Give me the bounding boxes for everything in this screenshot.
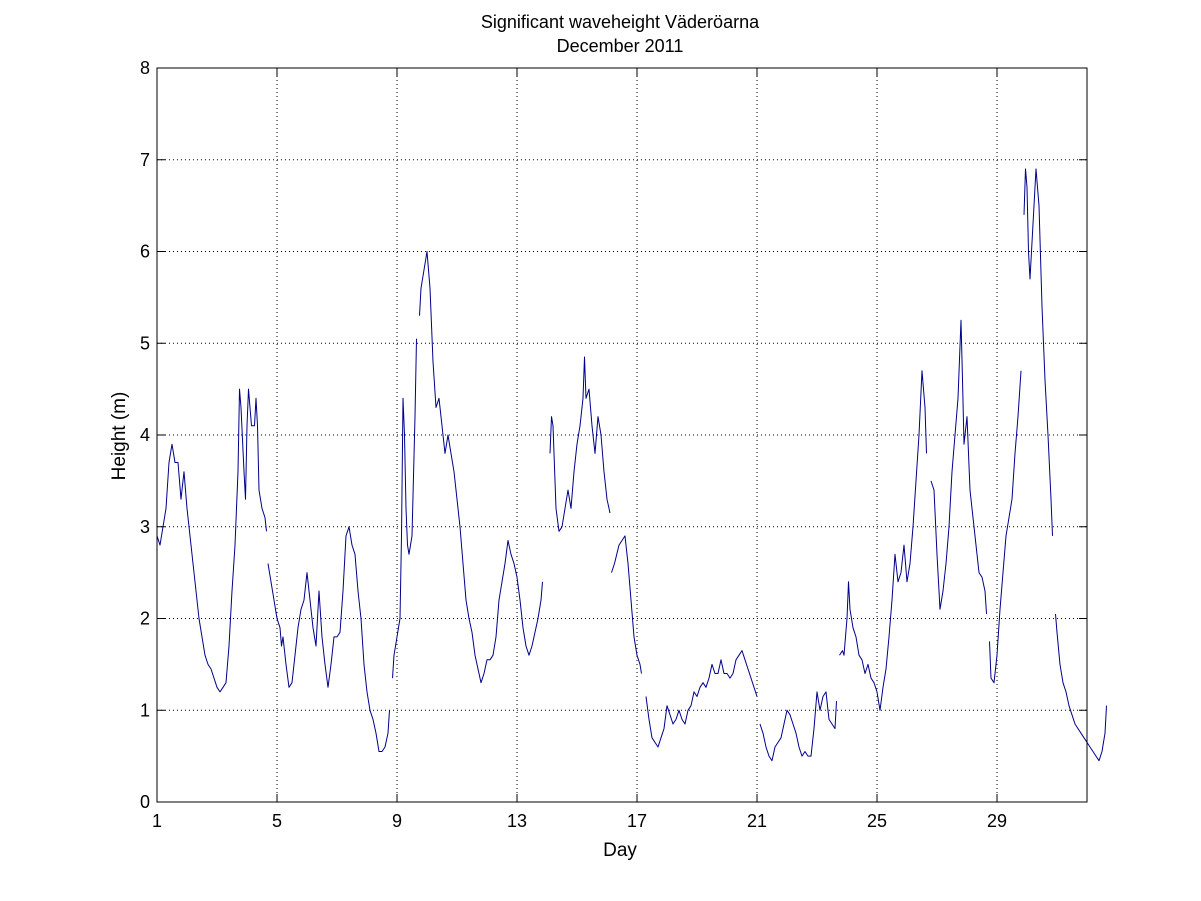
x-axis-label: Day	[603, 840, 637, 861]
series-line-segment	[419, 251, 543, 684]
series-line-segment	[1055, 613, 1107, 762]
x-tick-label: 21	[747, 811, 767, 831]
series-line-segment	[839, 370, 927, 711]
y-axis-label: Height (m)	[109, 392, 130, 481]
y-tick-label: 6	[140, 242, 150, 262]
series-line-segment	[645, 650, 758, 748]
series-line-segment	[549, 356, 611, 532]
series-line-segment	[930, 319, 987, 614]
series-line-segment	[267, 526, 390, 752]
x-tick-label: 29	[987, 811, 1007, 831]
x-tick-label: 5	[272, 811, 282, 831]
series-line-segment	[989, 370, 1022, 684]
y-tick-label: 0	[140, 792, 150, 812]
chart-subtitle: December 2011	[557, 36, 684, 56]
x-tick-label: 25	[867, 811, 887, 831]
x-tick-label: 9	[392, 811, 402, 831]
series-line-segment	[759, 691, 837, 762]
y-tick-label: 4	[140, 425, 150, 445]
y-tick-label: 3	[140, 517, 150, 537]
series-line-segment	[1023, 168, 1053, 536]
y-tick-label: 5	[140, 333, 150, 353]
series-line-segment	[611, 535, 642, 674]
y-tick-label: 8	[140, 58, 150, 78]
x-tick-label: 13	[507, 811, 527, 831]
series-line-segment	[392, 338, 417, 679]
y-tick-label: 1	[140, 700, 150, 720]
chart-title: Significant waveheight Väderöarna	[481, 12, 760, 32]
grid-lines	[157, 68, 1087, 802]
data-series	[156, 168, 1107, 762]
x-tick-label: 17	[627, 811, 647, 831]
x-tick-label: 1	[152, 811, 162, 831]
y-tick-label: 2	[140, 609, 150, 629]
y-tick-label: 7	[140, 150, 150, 170]
series-line-segment	[156, 388, 267, 693]
